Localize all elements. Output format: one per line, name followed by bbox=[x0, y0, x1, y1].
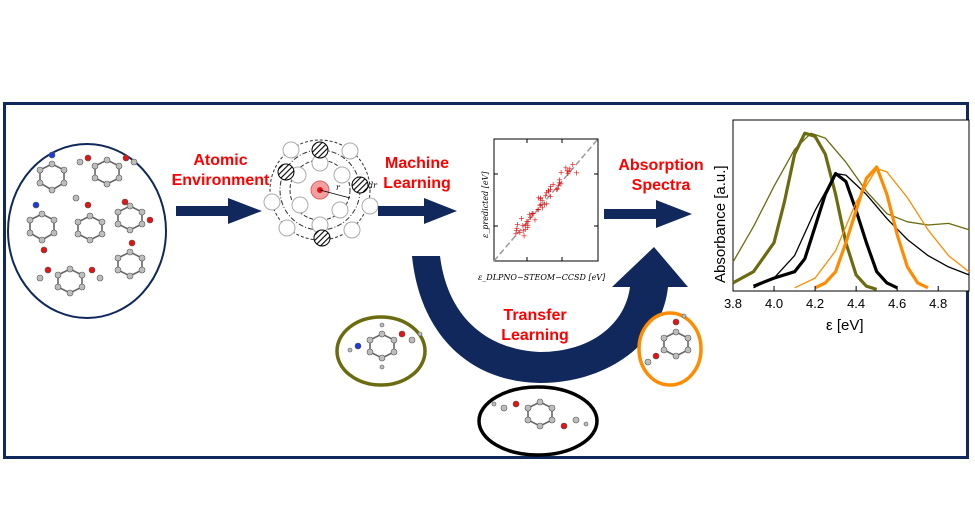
x-tick-label: 4.6 bbox=[888, 296, 906, 311]
parity-point: + bbox=[513, 226, 520, 235]
x-tick-label: 4.4 bbox=[847, 296, 865, 311]
parity-point: + bbox=[524, 221, 531, 230]
parity-point: + bbox=[543, 200, 550, 209]
parity-point: + bbox=[529, 209, 536, 218]
parity-point: + bbox=[558, 180, 565, 189]
parity-point: + bbox=[564, 167, 571, 176]
x-tick-label: 4.8 bbox=[929, 296, 947, 311]
parity-point: + bbox=[566, 164, 573, 173]
spectrum-series-3 bbox=[753, 172, 970, 289]
arrow-3 bbox=[604, 200, 692, 228]
parity-point: + bbox=[526, 210, 533, 219]
parity-point: + bbox=[529, 209, 536, 218]
parity-point: + bbox=[525, 217, 532, 226]
parity-point: + bbox=[543, 188, 550, 197]
parity-point: + bbox=[542, 192, 549, 201]
orange-molecule bbox=[644, 313, 692, 366]
parity-xlabel: ε_DLPNO−STEOM−CCSD [eV] bbox=[478, 273, 606, 282]
parity-point: + bbox=[514, 220, 521, 229]
parity-point: + bbox=[520, 221, 527, 230]
parity-point: + bbox=[573, 169, 580, 178]
label-absorption-spectra: Absorption Spectra bbox=[618, 157, 704, 194]
spectrum-ylabel: Absorbance [a.u.] bbox=[712, 165, 729, 283]
transfer-learning-arrow bbox=[412, 247, 688, 383]
spectrum-ticks: 3.8 4.0 4.2 4.4 4.6 4.8 bbox=[724, 286, 947, 311]
black-molecule bbox=[491, 398, 589, 430]
spectrum-xlabel: ε [eV] bbox=[826, 317, 864, 334]
parity-point: + bbox=[537, 200, 544, 209]
parity-point: + bbox=[518, 214, 525, 223]
parity-point: + bbox=[517, 228, 524, 237]
parity-point: + bbox=[539, 203, 546, 212]
x-tick-label: 4.2 bbox=[806, 296, 824, 311]
svg-text:r: r bbox=[336, 183, 341, 192]
parity-point: + bbox=[556, 176, 563, 185]
arrow-2 bbox=[378, 198, 457, 224]
parity-point: + bbox=[555, 182, 562, 191]
parity-point: + bbox=[524, 223, 531, 232]
spectrum-series-5 bbox=[794, 167, 970, 289]
parity-point: + bbox=[527, 213, 534, 222]
label-transfer-learning: Transfer Learning bbox=[501, 307, 569, 344]
parity-point: + bbox=[562, 163, 569, 172]
parity-point: + bbox=[535, 205, 542, 214]
label-atomic-environment: Atomic Environment bbox=[171, 152, 270, 189]
parity-point: + bbox=[522, 221, 529, 230]
parity-point: + bbox=[525, 217, 532, 226]
spectrum-series-4 bbox=[814, 165, 929, 290]
parity-point: + bbox=[541, 200, 548, 209]
parity-point: + bbox=[547, 182, 554, 191]
parity-point: + bbox=[535, 205, 542, 214]
parity-point: + bbox=[556, 178, 563, 187]
parity-point: + bbox=[547, 192, 554, 201]
parity-point: + bbox=[521, 231, 528, 240]
parity-point: + bbox=[569, 160, 576, 169]
label-machine-learning: Machine Learning bbox=[383, 155, 451, 192]
parity-point: + bbox=[537, 201, 544, 210]
orange-molecule-ellipse bbox=[637, 311, 703, 387]
parity-ylabel: ε_predicted [eV] bbox=[481, 171, 490, 238]
parity-point: + bbox=[535, 194, 542, 203]
parity-point: + bbox=[524, 217, 531, 226]
parity-point: + bbox=[566, 167, 573, 176]
spectrum-series-1 bbox=[732, 132, 970, 263]
parity-point: + bbox=[513, 224, 520, 233]
parity-point: + bbox=[513, 230, 520, 239]
parity-point: + bbox=[545, 186, 552, 195]
parity-point: + bbox=[530, 210, 537, 219]
parity-point: + bbox=[545, 188, 552, 197]
parity-point: + bbox=[539, 196, 546, 205]
parity-point: + bbox=[522, 225, 529, 234]
svg-text:dr: dr bbox=[368, 181, 378, 190]
parity-point: + bbox=[537, 195, 544, 204]
parity-point: + bbox=[532, 215, 539, 224]
molecule-cluster bbox=[26, 151, 154, 297]
parity-point: + bbox=[537, 193, 544, 202]
parity-point: + bbox=[554, 185, 561, 194]
parity-point: + bbox=[558, 168, 565, 177]
parity-plot: ++++++++++++++++++++++++++++++++++++++++… bbox=[493, 138, 599, 262]
olive-molecule bbox=[347, 322, 423, 370]
parity-points: ++++++++++++++++++++++++++++++++++++++++… bbox=[513, 160, 580, 241]
parity-point: + bbox=[547, 185, 554, 194]
x-tick-label: 3.8 bbox=[724, 296, 742, 311]
black-molecule-ellipse bbox=[477, 385, 599, 457]
x-tick-label: 4.0 bbox=[765, 296, 783, 311]
parity-point: + bbox=[553, 185, 560, 194]
atomic-environment-schematic: r dr bbox=[263, 139, 379, 247]
spectrum-plot: 3.8 4.0 4.2 4.4 4.6 4.8 bbox=[724, 119, 970, 311]
spectrum-series-0 bbox=[732, 131, 878, 291]
parity-point: + bbox=[564, 169, 571, 178]
parity-point: + bbox=[550, 180, 557, 189]
spectrum-curves bbox=[732, 131, 970, 291]
arrow-1 bbox=[176, 198, 262, 224]
parity-point: + bbox=[520, 227, 527, 236]
